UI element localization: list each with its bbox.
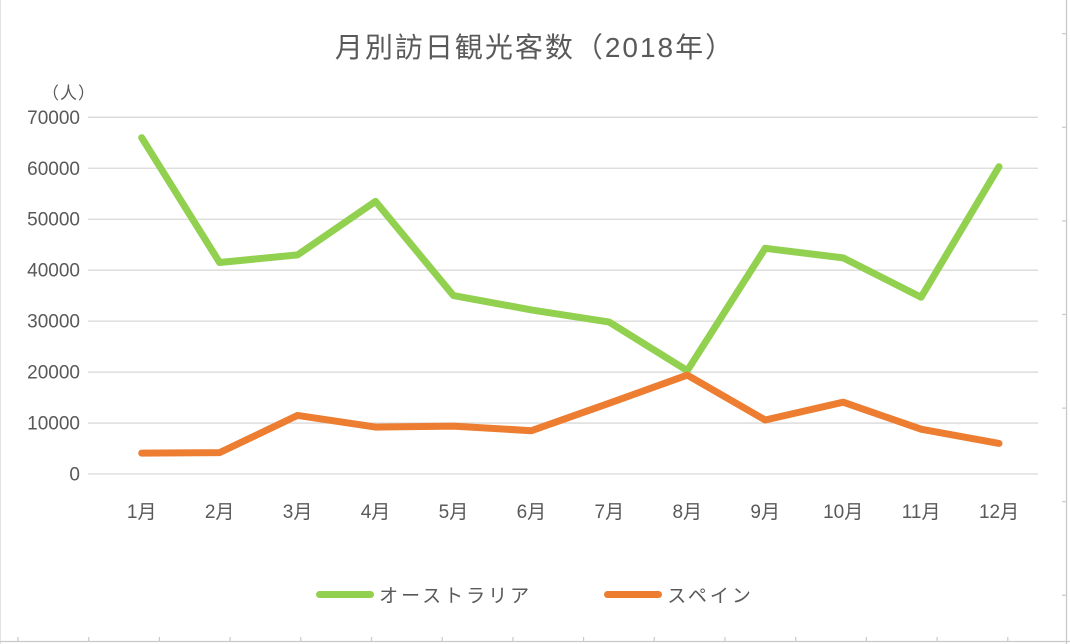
y-tick-label: 20000 bbox=[27, 363, 80, 384]
x-tick-label: 1月 bbox=[127, 502, 157, 523]
y-tick-label: 70000 bbox=[27, 108, 80, 129]
y-tick-label: 50000 bbox=[27, 210, 80, 231]
x-tick-label: 6月 bbox=[517, 502, 547, 523]
y-tick-label: 10000 bbox=[27, 414, 80, 435]
legend-label: オーストラリア bbox=[379, 585, 533, 607]
y-tick-label: 60000 bbox=[27, 159, 80, 180]
y-axis-unit-label: （人） bbox=[42, 84, 96, 103]
legend-swatch bbox=[604, 590, 663, 598]
y-tick-label: 40000 bbox=[27, 261, 80, 282]
legend: オーストラリア スペイン bbox=[0, 579, 1070, 609]
x-tick-label: 7月 bbox=[595, 502, 625, 523]
legend-swatch bbox=[316, 590, 375, 598]
y-tick-label: 0 bbox=[69, 465, 80, 486]
chart-title: 月別訪日観光客数（2018年） bbox=[334, 32, 736, 63]
legend-label: スペイン bbox=[667, 585, 754, 607]
x-tick-label: 5月 bbox=[439, 502, 469, 523]
x-tick-label: 8月 bbox=[672, 502, 702, 523]
series-line-spain bbox=[138, 371, 1003, 457]
series-line-australia bbox=[138, 134, 1003, 375]
x-tick-label: 12月 bbox=[979, 502, 1019, 523]
x-tick-label: 4月 bbox=[361, 502, 391, 523]
legend-item-australia: オーストラリア bbox=[316, 581, 532, 608]
x-tick-label: 2月 bbox=[205, 502, 235, 523]
x-tick-label: 3月 bbox=[283, 502, 313, 523]
x-tick-label: 9月 bbox=[750, 502, 780, 523]
y-tick-label: 30000 bbox=[27, 312, 80, 333]
x-tick-label: 11月 bbox=[902, 502, 941, 523]
x-tick-label: 10月 bbox=[823, 502, 863, 523]
legend-item-spain: スペイン bbox=[604, 581, 754, 608]
